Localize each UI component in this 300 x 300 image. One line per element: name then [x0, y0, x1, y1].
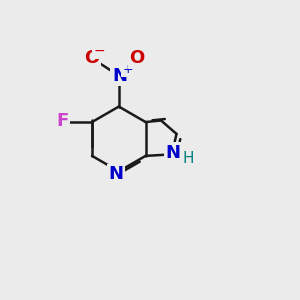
Text: O: O — [129, 49, 144, 67]
Text: H: H — [182, 151, 194, 166]
Text: N: N — [166, 144, 181, 162]
Text: F: F — [56, 112, 69, 130]
Text: N: N — [108, 165, 123, 183]
Text: +: + — [122, 63, 133, 76]
Text: −: − — [94, 44, 105, 58]
Text: N: N — [112, 67, 127, 85]
Text: O: O — [84, 49, 99, 67]
